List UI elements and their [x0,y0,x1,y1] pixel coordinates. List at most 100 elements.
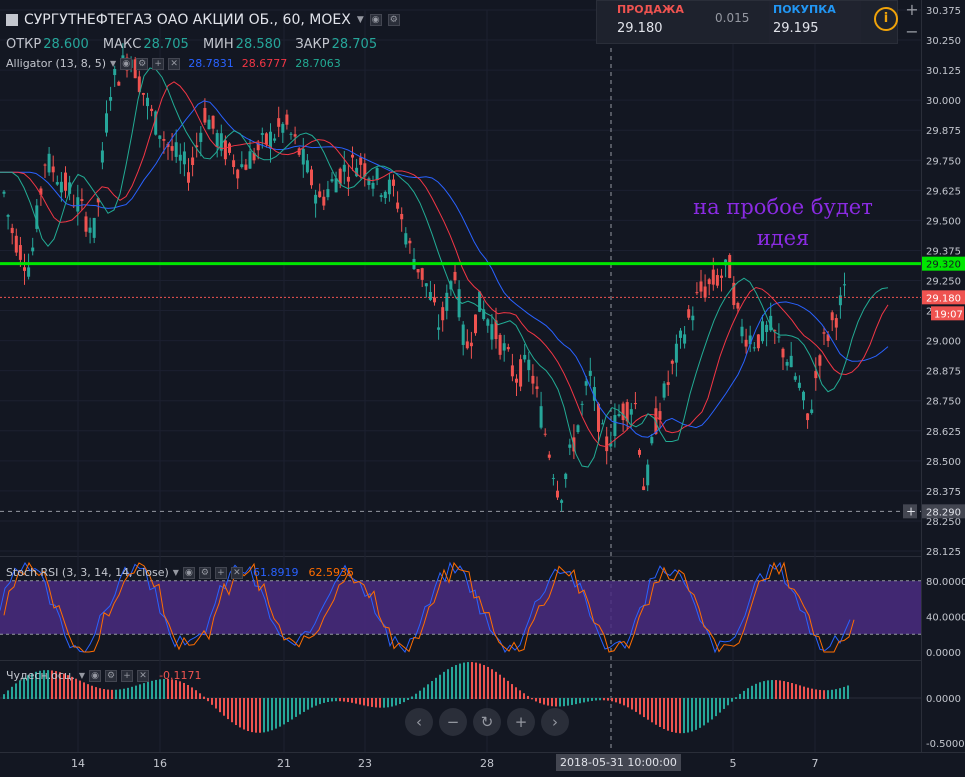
candle-body [236,169,240,179]
plus-icon[interactable]: + [121,669,134,682]
alligator-label[interactable]: Alligator (13, 8, 5) [6,57,107,70]
zoom-out-icon[interactable]: − [905,22,919,41]
info-icon[interactable]: i [874,7,898,31]
eye-icon[interactable]: ◉ [369,14,382,26]
candle-body [154,111,158,135]
time-tick-label: 28 [480,757,494,770]
ao-bar [179,681,181,699]
ao-bar [399,698,401,704]
eye-icon[interactable]: ◉ [182,566,195,579]
sell-button[interactable]: ПРОДАЖА 29.180 [613,1,705,43]
ao-bar [471,662,473,699]
chart-annotation[interactable]: на пробое будет идея [688,192,878,254]
candle-body [10,227,14,234]
candle-body [666,382,670,385]
pane-divider [0,660,921,661]
ao-bar [15,683,17,699]
scroll-right-button[interactable]: › [541,708,569,736]
alligator-legend[interactable]: Alligator (13, 8, 5) ▼ ◉ ⚙ + ✕ 28.7831 2… [6,57,341,70]
ao-bar [627,698,629,708]
candle-body [510,365,514,377]
ao-bar [127,687,129,699]
alligator-lips-line [0,67,889,468]
chevron-down-icon[interactable]: ▼ [356,15,364,25]
ao-bar [719,698,721,713]
candle-body [64,172,67,191]
close-icon[interactable]: ✕ [168,57,181,70]
candle-body [248,151,252,169]
chevron-down-icon[interactable]: ▼ [172,568,179,577]
candle-body [18,245,22,260]
candle-body [715,275,719,286]
candle-body [752,347,756,349]
stoch-legend[interactable]: Stoch RSI (3, 3, 14, 14, close) ▼ ◉ ⚙ + … [6,566,354,579]
candle-body [244,164,248,170]
gear-icon[interactable]: ⚙ [198,566,211,579]
chevron-down-icon[interactable]: ▼ [78,671,86,680]
candle-body [695,292,699,294]
ao-bar [351,698,353,703]
ao-bar [239,698,241,728]
symbol-title[interactable]: СУРГУТНЕФТЕГАЗ ОАО АКЦИИ ОБ., 60, MOEX [24,12,351,28]
candle-body [826,334,830,341]
candle-body [76,197,80,212]
stoch-label[interactable]: Stoch RSI (3, 3, 14, 14, close) [6,566,169,579]
candle-body [359,157,363,165]
ao-bar [247,698,249,732]
candle-body [404,233,408,245]
close-icon[interactable]: ✕ [137,669,150,682]
candle-body [207,119,211,130]
ao-bar [623,698,625,706]
candle-body [506,347,510,350]
candle-body [88,227,92,233]
ao-bar [639,698,641,715]
candle-body [588,370,592,376]
close-icon[interactable]: ✕ [230,566,243,579]
ao-bar [391,698,393,707]
ao-bar [291,698,293,720]
symbol-title-row[interactable]: СУРГУТНЕФТЕГАЗ ОАО АКЦИИ ОБ., 60, MOEX ▼… [6,12,400,28]
zoom-out-button[interactable]: − [439,708,467,736]
candle-body [592,387,596,401]
candle-body [105,113,108,133]
candle-body [256,143,260,151]
candle-body [556,490,559,498]
plus-icon[interactable]: + [152,57,165,70]
gear-icon[interactable]: ⚙ [387,14,400,26]
buy-button[interactable]: ПОКУПКА 29.195 [769,1,861,43]
ao-bar [463,662,465,699]
zoom-in-icon[interactable]: + [905,0,919,19]
annotation-line-1: на пробое будет [693,195,873,219]
scroll-left-button[interactable]: ‹ [405,708,433,736]
eye-icon[interactable]: ◉ [120,57,133,70]
chart-type-icon[interactable] [6,14,18,26]
chevron-down-icon[interactable]: ▼ [110,59,117,68]
ao-bar [559,698,561,707]
ao-bar [783,681,785,699]
reset-button[interactable]: ↻ [473,708,501,736]
candle-body [523,354,527,360]
ao-bar [131,686,133,699]
candle-body [285,114,289,125]
price-tick-label: 28.250 [926,517,961,528]
zoom-in-button[interactable]: + [507,708,535,736]
ao-bar [447,669,449,699]
gear-icon[interactable]: ⚙ [136,57,149,70]
eye-icon[interactable]: ◉ [89,669,102,682]
ao-legend[interactable]: Чудесн.осц. ▼ ◉ ⚙ + ✕ -0.1171 [6,669,202,682]
candle-body [211,115,215,129]
candle-body [260,133,264,135]
candle-body [416,269,420,273]
plus-icon[interactable]: + [214,566,227,579]
gear-icon[interactable]: ⚙ [105,669,118,682]
ao-bar [271,698,273,731]
candle-body [223,140,227,160]
candle-body [281,123,285,133]
candle-body [55,182,59,185]
ao-bar [115,689,117,699]
ao-bar [411,696,413,699]
ao-bar [135,685,137,699]
ao-label[interactable]: Чудесн.осц. [6,669,75,682]
crosshair-date-label: 2018-05-31 10:00:00 [556,754,681,771]
